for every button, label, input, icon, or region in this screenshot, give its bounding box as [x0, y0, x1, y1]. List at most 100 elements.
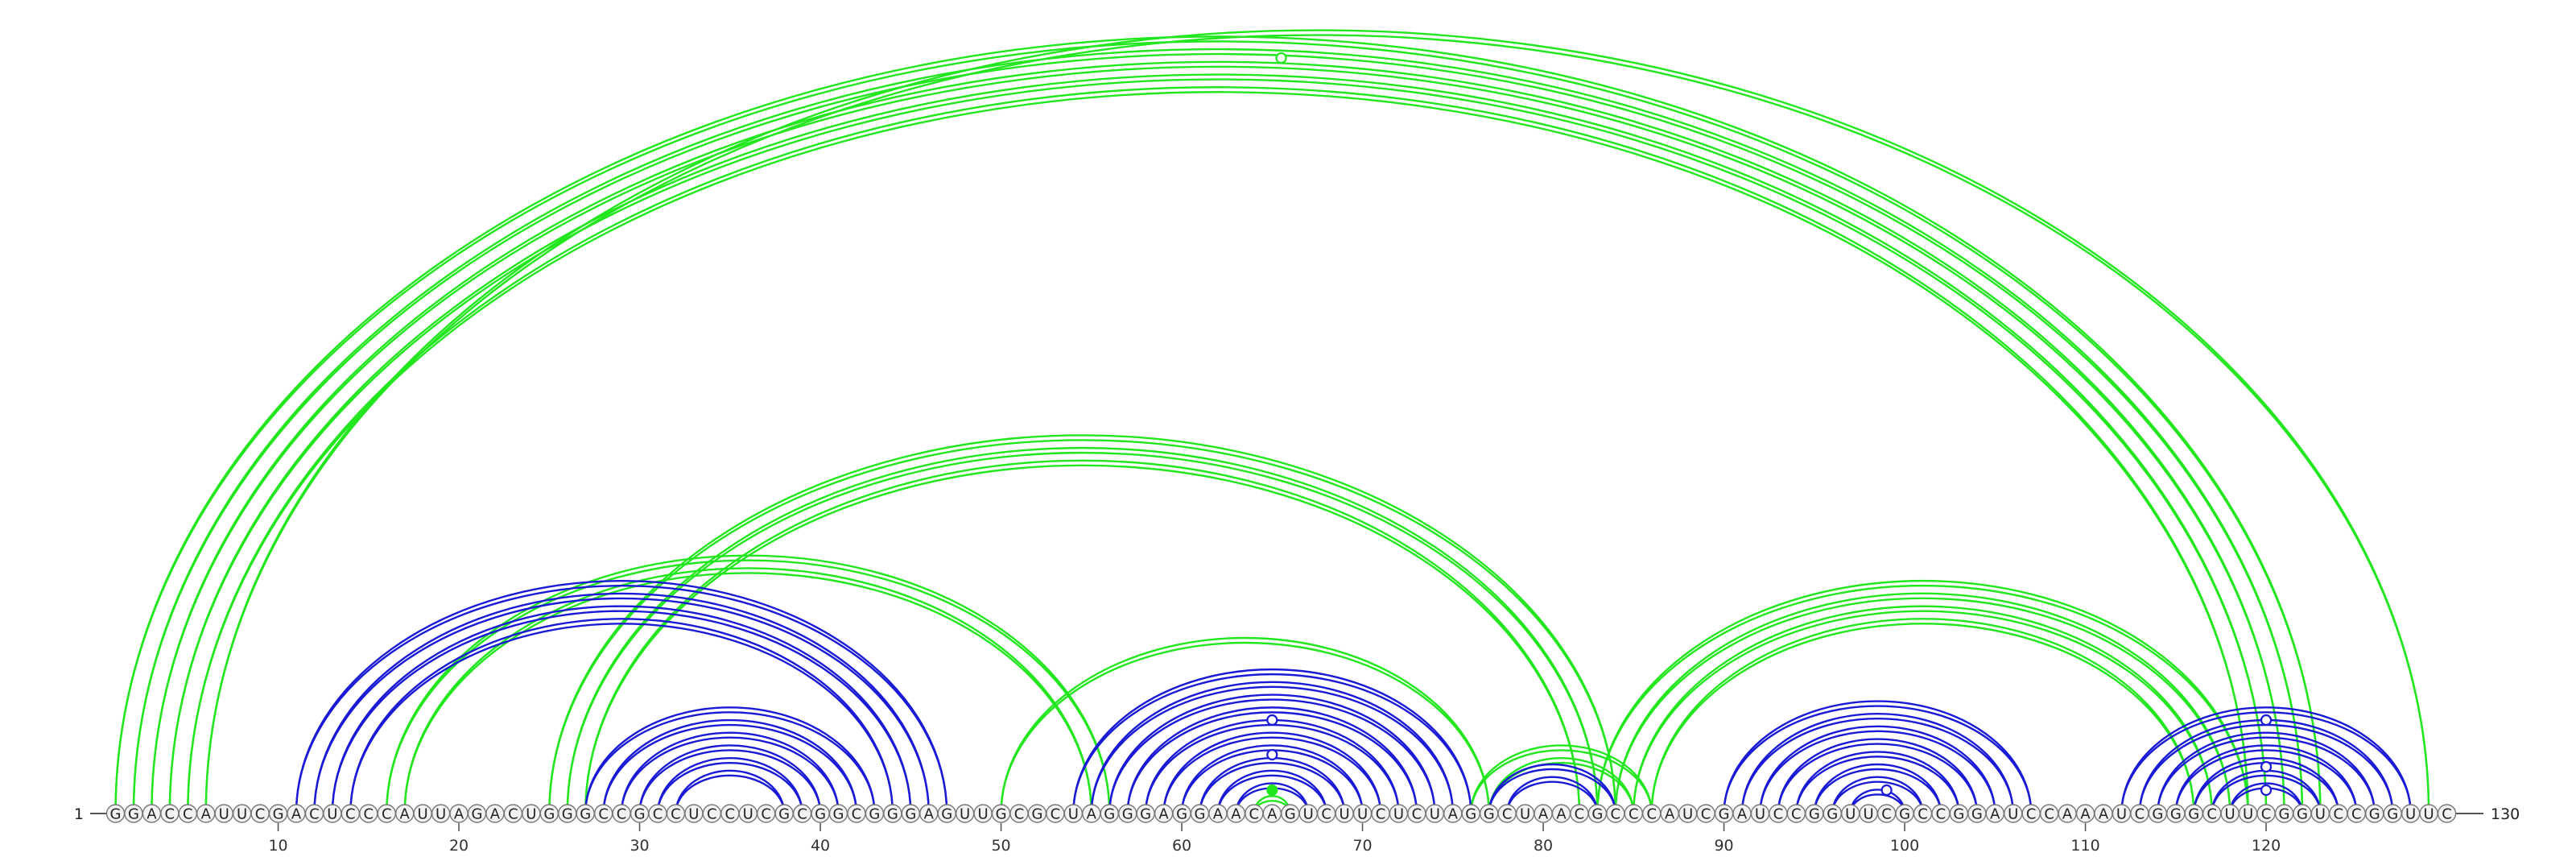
nucleotide-9: C: [255, 806, 266, 823]
blue-arc-118-122-outer: [2228, 782, 2304, 814]
nucleotide-13: U: [327, 806, 337, 823]
nucleotide-126: G: [2369, 806, 2380, 823]
nucleotide-75: A: [1448, 806, 1459, 823]
blue-arc-114-126-outer: [2157, 731, 2376, 814]
green-arc-25-84: [548, 439, 1617, 814]
green-arc-4-120: [168, 78, 2268, 814]
blue-arc-54-76-outer: [1072, 668, 1472, 814]
position-ticks: 10 20 30 40 50 60 70 80 90 100 110 120: [268, 823, 2281, 855]
blue-arc-77-84: [1488, 768, 1617, 814]
tick-label-110: 110: [2070, 837, 2099, 855]
nucleotide-100: G: [1899, 806, 1910, 823]
green-arc-16-56: [386, 559, 1111, 814]
green-arc-50-77: [1000, 641, 1490, 814]
blue-arc-27-43: [584, 711, 876, 814]
nucleotide-33: U: [688, 806, 699, 823]
nucleotide-78: C: [1502, 806, 1513, 823]
nucleotide-7: U: [219, 806, 229, 823]
nucleotide-124: C: [2334, 806, 2344, 823]
nucleotide-89: C: [1701, 806, 1711, 823]
nucleotide-84: C: [1611, 806, 1621, 823]
nucleotide-29: C: [617, 806, 627, 823]
nucleotide-44: G: [887, 806, 898, 823]
nucleotide-99: C: [1881, 806, 1892, 823]
end-position-label: 130: [2491, 805, 2520, 823]
tick-label-50: 50: [991, 837, 1010, 855]
nucleotide-85: C: [1629, 806, 1639, 823]
nucleotide-41: G: [833, 806, 844, 823]
green-arc-17-55-outer: [403, 567, 1092, 814]
blue-arc-112-128-outer: [2120, 706, 2412, 814]
nucleotide-83: G: [1591, 806, 1603, 823]
nucleotide-97: U: [1845, 806, 1856, 823]
nucleotide-93: C: [1773, 806, 1784, 823]
nucleotide-105: A: [1990, 806, 2000, 823]
green-arc-16-56-outer: [386, 554, 1111, 814]
green-arc-25-84-outer: [548, 434, 1617, 814]
blue-arc-31-39-outer: [656, 756, 803, 814]
nucleotide-73: C: [1412, 806, 1422, 823]
blue-arc-63-67-outer: [1235, 782, 1310, 814]
nucleotide-98: U: [1864, 806, 1874, 823]
nucleotide-107: C: [2026, 806, 2037, 823]
nucleotide-21: G: [472, 806, 483, 823]
blue-arc-93-104-outer: [1777, 738, 1979, 814]
nucleotide-3: A: [147, 806, 157, 823]
nucleotide-74: U: [1430, 806, 1440, 823]
blue-arc-115-125: [2174, 749, 2358, 814]
blue-arc-97-100-outer: [1849, 789, 1906, 814]
green-arc-group: [114, 31, 2429, 814]
blue-arc-30-40-outer: [638, 744, 822, 814]
nucleotide-27: G: [580, 806, 591, 823]
nucleotide-17: A: [400, 806, 411, 823]
nucleotide-110: A: [2080, 806, 2091, 823]
arc-marker-4: [1880, 784, 1893, 797]
nucleotide-116: G: [2188, 806, 2199, 823]
green-arc-27-82-outer: [584, 459, 1581, 814]
blue-arc-77-84-outer: [1488, 763, 1617, 814]
blue-arc-54-76: [1072, 673, 1472, 814]
blue-arc-114-126: [2157, 736, 2376, 814]
blue-arc-117-123: [2211, 774, 2322, 814]
green-arc-76-86: [1470, 749, 1653, 814]
blue-arc-28-42-outer: [602, 718, 858, 814]
nucleotide-36: U: [743, 806, 753, 823]
blue-arc-13-45: [331, 610, 912, 814]
nucleotide-104: G: [1971, 806, 1983, 823]
nucleotide-129: U: [2424, 806, 2434, 823]
blue-arc-57-73-outer: [1126, 706, 1418, 814]
blue-arc-94-103: [1795, 756, 1960, 814]
nucleotide-71: C: [1376, 806, 1386, 823]
tick-label-40: 40: [811, 837, 830, 855]
nucleotide-22: A: [490, 806, 501, 823]
nucleotide-96: G: [1827, 806, 1838, 823]
nucleotide-87: A: [1665, 806, 1675, 823]
nucleotide-30: G: [634, 806, 646, 823]
blue-arc-12-46: [313, 597, 930, 814]
nucleotide-42: C: [852, 806, 862, 823]
nucleotide-122: G: [2297, 806, 2308, 823]
blue-arc-29-41: [620, 736, 840, 814]
blue-arc-59-71-outer: [1162, 731, 1382, 814]
blue-arc-62-68-outer: [1216, 769, 1327, 814]
tick-label-80: 80: [1534, 837, 1553, 855]
nucleotide-63: A: [1231, 806, 1241, 823]
blue-arc-92-105-outer: [1759, 725, 1996, 814]
nucleotide-103: G: [1953, 806, 1964, 823]
blue-arc-14-44: [349, 623, 894, 814]
blue-arc-94-103-outer: [1795, 751, 1960, 814]
nucleotide-55: A: [1087, 806, 1097, 823]
nucleotide-6: A: [201, 806, 212, 823]
blue-arc-95-102-outer: [1813, 763, 1942, 814]
blue-arc-56-74-outer: [1108, 693, 1436, 814]
green-arc-84-118: [1614, 597, 2231, 814]
nucleotide-94: C: [1791, 806, 1802, 823]
nucleotide-49: U: [978, 806, 989, 823]
nucleotide-66: G: [1285, 806, 1296, 823]
tick-label-120: 120: [2252, 837, 2281, 855]
nucleotide-111: A: [2099, 806, 2109, 823]
nucleotide-115: G: [2170, 806, 2182, 823]
tick-label-90: 90: [1714, 837, 1733, 855]
nucleotide-90: G: [1719, 806, 1730, 823]
